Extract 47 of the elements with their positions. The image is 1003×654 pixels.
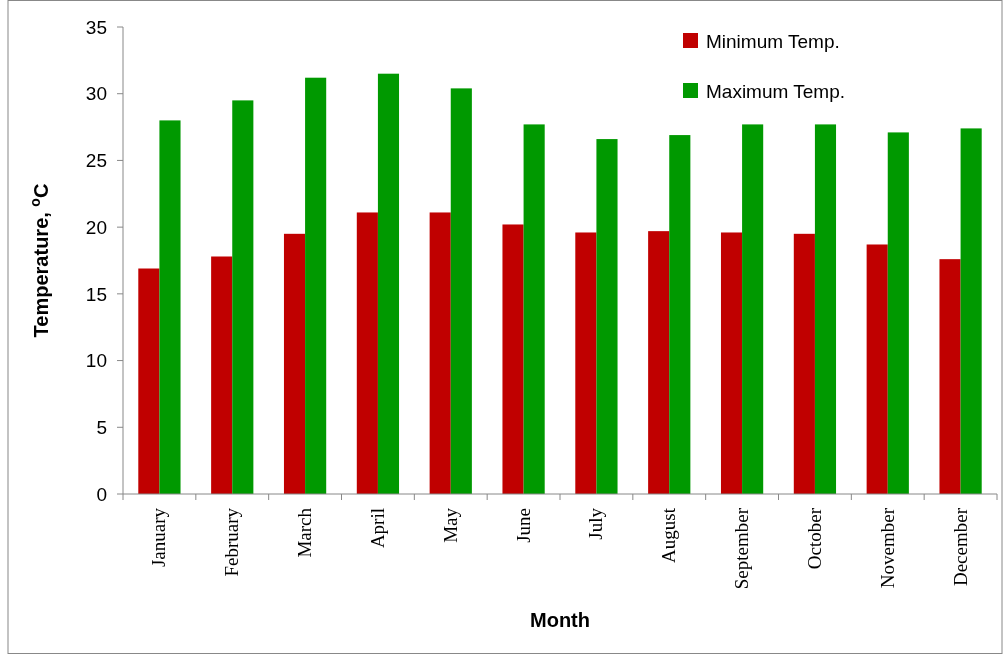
bar [523,124,545,494]
bar [814,124,837,494]
y-tick-label: 10 [85,350,107,372]
x-tick-label: July [585,507,607,540]
x-tick-label: December [949,507,971,587]
bar [720,232,743,494]
bar [356,212,378,494]
y-tick-label: 0 [96,483,107,505]
bar [866,244,888,494]
bar [960,128,982,494]
y-tick-label: 15 [85,283,107,305]
bar [305,77,327,494]
bar [502,224,524,494]
x-tick-label: November [876,507,898,589]
legend-label: Minimum Temp. [706,30,840,52]
x-axis-title: Month [530,609,590,631]
x-tick-label: August [658,507,680,563]
x-tick-label: May [439,507,461,543]
bar [887,132,909,494]
bar [939,259,961,494]
bar [211,256,233,494]
bar [429,212,451,494]
bar [138,268,160,494]
x-tick-label: October [803,507,825,570]
bar [377,73,400,494]
x-tick-label: September [731,507,753,590]
bar [793,233,815,494]
bar [742,124,764,494]
bar [575,232,597,494]
bar [283,233,306,494]
bar [232,100,254,494]
y-tick-label: 30 [85,83,107,105]
bar [596,139,618,494]
y-tick-label: 20 [85,216,107,238]
x-tick-label: March [294,507,316,558]
x-tick-label: June [512,508,534,543]
y-tick-label: 35 [85,16,107,38]
x-tick-label: February [221,507,243,577]
y-tick-label: 25 [85,150,107,172]
x-tick-label: January [148,507,170,568]
y-tick-label: 5 [96,416,107,438]
legend-label: Maximum Temp. [706,80,846,102]
bar [159,120,181,494]
bar [450,88,472,494]
bar [669,135,691,494]
x-tick-label: April [366,508,388,549]
bar [648,231,670,494]
